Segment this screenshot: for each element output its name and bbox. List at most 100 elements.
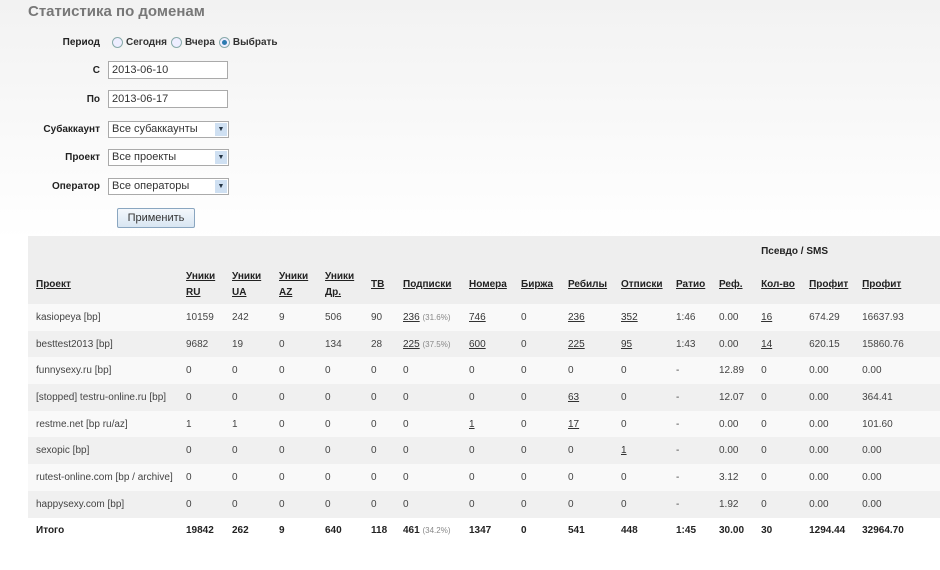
column-header[interactable]: Ребилы [562, 266, 615, 304]
column-header[interactable]: Профит [856, 266, 940, 304]
table-cell: 16 [755, 304, 803, 331]
table-cell: 9 [279, 311, 285, 323]
column-header-link[interactable]: Ребилы [568, 279, 608, 290]
table-cell: 0.00 [719, 445, 739, 457]
table-cell: - [676, 471, 680, 483]
column-header-link[interactable]: Уники RU [186, 271, 216, 298]
chevron-down-icon[interactable]: ▼ [215, 179, 227, 193]
subaccount-value: Все субаккаунты [112, 123, 198, 135]
cell-link[interactable]: 95 [621, 338, 633, 350]
table-cell: 0 [568, 471, 574, 483]
column-header-link[interactable]: Отписки [621, 279, 663, 290]
cell-link[interactable]: 63 [568, 391, 580, 403]
table-cell: 0 [403, 471, 409, 483]
column-header[interactable]: Уники Др. [319, 266, 365, 304]
from-date-input[interactable]: 2013-06-10 [108, 61, 228, 79]
column-header[interactable]: Профит [803, 266, 856, 304]
cell-link[interactable]: 17 [568, 418, 580, 430]
cell-link[interactable]: 1 [469, 418, 475, 430]
table-cell: 16637.93 [862, 311, 904, 323]
column-header-link[interactable]: Профит [862, 279, 902, 290]
column-header[interactable]: Уники RU [180, 266, 226, 304]
column-header[interactable]: Номера [463, 266, 515, 304]
chevron-down-icon[interactable]: ▼ [215, 150, 227, 164]
column-header-link[interactable]: Ратио [676, 279, 706, 290]
column-header-link[interactable]: Биржа [521, 279, 554, 290]
subaccount-select[interactable]: Все субаккаунты ▼ [108, 120, 229, 138]
column-header-link[interactable]: Уники AZ [279, 271, 309, 298]
table-cell: 0 [521, 445, 527, 457]
cell-link[interactable]: 746 [469, 311, 486, 323]
table-cell: 640 [325, 525, 342, 537]
project-name: besttest2013 [bp] [36, 338, 113, 350]
table-row: happysexy.com [bp] 0 0 0 0 0 0 0 0 0 0 - 1.92 0 0.00 0.… [28, 490, 940, 518]
column-header-link[interactable]: Проект [36, 279, 71, 290]
cell-link[interactable]: 1 [621, 445, 627, 457]
column-header-link[interactable]: ТВ [371, 279, 385, 290]
table-cell: 118 [371, 525, 388, 537]
radio-choose[interactable] [218, 36, 230, 48]
header-background [0, 0, 940, 240]
table-cell: - [676, 365, 680, 377]
radio-yesterday-label[interactable]: Вчера [185, 36, 215, 48]
table-cell: 0 [621, 365, 627, 377]
column-header[interactable]: Уники AZ [273, 266, 319, 304]
project-name: funnysexy.ru [bp] [36, 365, 112, 377]
cell-link[interactable]: 236 [568, 311, 585, 323]
column-header[interactable]: Биржа [515, 266, 562, 304]
radio-yesterday[interactable] [171, 36, 183, 48]
table-cell: 0 [403, 391, 409, 403]
cell-link[interactable]: 16 [761, 311, 773, 323]
table-cell: 0 [761, 445, 767, 457]
table-row: [stopped] testru-online.ru [bp] 0 0 0 0 0 0 0 0 6… [28, 384, 940, 411]
operator-select[interactable]: Все операторы ▼ [108, 177, 229, 195]
column-header-link[interactable]: Уники UA [232, 271, 262, 298]
to-date-input[interactable]: 2013-06-17 [108, 90, 228, 108]
apply-button[interactable]: Применить [117, 208, 195, 228]
table-cell: 0 [761, 365, 767, 377]
table-cell: 0 [186, 445, 192, 457]
table-cell: 12.07 [719, 391, 745, 403]
table-cell: 1 [186, 418, 192, 430]
column-header[interactable]: ТВ [365, 266, 397, 304]
table-cell: 0.00 [719, 338, 739, 350]
table-cell: 0 [325, 471, 331, 483]
table-cell: 0 [521, 391, 527, 403]
project-name: Итого [36, 525, 65, 537]
column-header[interactable]: Ратио [670, 266, 713, 304]
column-header[interactable]: Реф. [713, 266, 755, 304]
table-cell: 1347 [469, 525, 492, 537]
column-header-link[interactable]: Реф. [719, 279, 743, 290]
table-cell: 506 [325, 311, 342, 323]
cell-link[interactable]: 225 [403, 338, 420, 350]
column-header-link[interactable]: Подписки [403, 279, 452, 290]
project-select[interactable]: Все проекты ▼ [108, 148, 229, 166]
cell-link[interactable]: 236 [403, 311, 420, 323]
column-header-link[interactable]: Кол-во [761, 279, 795, 290]
table-cell: 1:46 [676, 311, 696, 323]
cell-link[interactable]: 352 [621, 311, 638, 323]
radio-today[interactable] [112, 36, 123, 48]
radio-choose-label[interactable]: Выбрать [232, 36, 278, 48]
column-header-link[interactable]: Уники Др. [325, 271, 355, 298]
column-header[interactable]: Подписки [397, 266, 463, 304]
column-header-link[interactable]: Номера [469, 279, 507, 290]
table-cell: 15860.76 [862, 338, 904, 350]
column-header[interactable]: Проект [28, 266, 180, 304]
cell-link[interactable]: 14 [761, 338, 773, 350]
column-header[interactable]: Уники UA [226, 266, 273, 304]
column-header[interactable]: Кол-во [755, 266, 803, 304]
chevron-down-icon[interactable]: ▼ [215, 122, 227, 136]
table-cell: 9 [279, 525, 285, 537]
table-cell: 0 [232, 445, 238, 457]
column-header-link[interactable]: Профит [809, 279, 849, 290]
table-row: sexopic [bp] 0 0 0 0 0 0 0 0 0 1 - 0.00 0 0.00 0.00 [28, 437, 940, 465]
radio-today-label[interactable]: Сегодня [126, 36, 168, 48]
table-cell: 0.00 [862, 498, 882, 510]
cell-link[interactable]: 225 [568, 338, 585, 350]
table-cell: 0 [403, 365, 409, 377]
table-cell: 0 [186, 498, 192, 510]
column-header[interactable]: Отписки [615, 266, 670, 304]
table-cell: 0 [279, 471, 285, 483]
cell-link[interactable]: 600 [469, 338, 486, 350]
